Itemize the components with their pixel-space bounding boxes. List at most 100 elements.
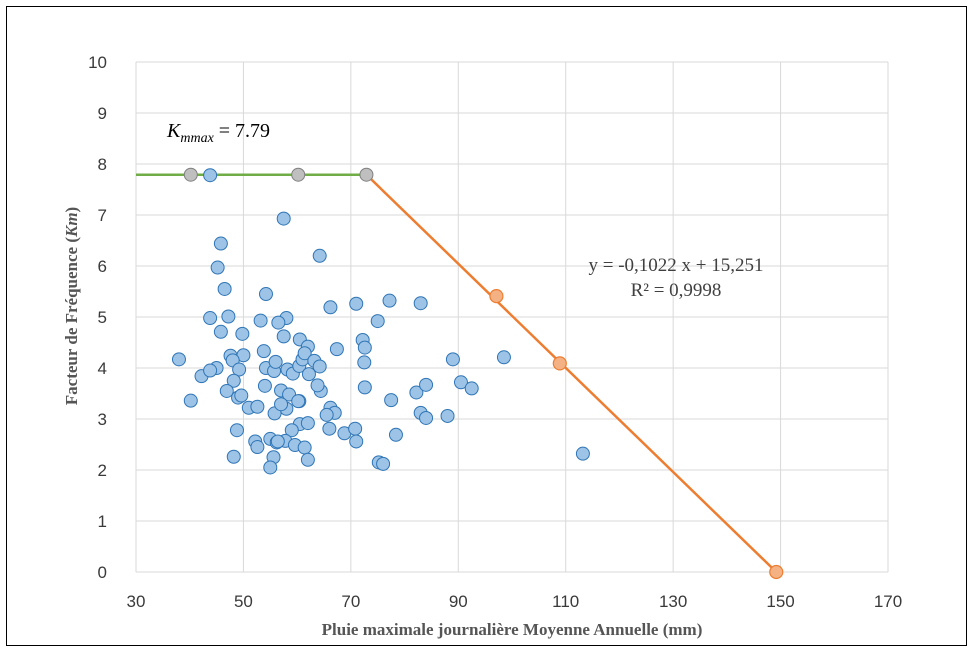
x-tick-label: 90 bbox=[449, 592, 468, 611]
r-squared-label: R² = 0,9998 bbox=[631, 280, 722, 301]
data-point bbox=[276, 211, 291, 226]
y-tick-label: 1 bbox=[98, 512, 107, 531]
data-point bbox=[183, 393, 198, 408]
data-point bbox=[382, 293, 397, 308]
data-point bbox=[419, 377, 434, 392]
data-point bbox=[349, 434, 364, 449]
x-tick-label: 30 bbox=[127, 592, 146, 611]
data-point bbox=[210, 260, 225, 275]
data-point bbox=[297, 440, 312, 455]
y-tick-label: 2 bbox=[98, 461, 107, 480]
data-point bbox=[300, 452, 315, 467]
data-point bbox=[419, 410, 434, 425]
x-tick-label: 150 bbox=[766, 592, 794, 611]
data-point bbox=[219, 383, 234, 398]
y-tick-label: 10 bbox=[88, 53, 107, 72]
data-point bbox=[226, 449, 241, 464]
grid-lines bbox=[135, 61, 889, 573]
data-point bbox=[323, 300, 338, 315]
data-point bbox=[445, 352, 460, 367]
chart-frame: 30 50 70 90 110 130 150 170 0 1 2 3 4 5 6 7 8 9 10 Pluie m… bbox=[6, 6, 967, 646]
y-axis-title-prefix: Facteur de Fréquence ( bbox=[62, 237, 81, 406]
data-point bbox=[235, 326, 250, 341]
data-point bbox=[348, 421, 363, 436]
kmax-point bbox=[183, 167, 198, 182]
data-point bbox=[413, 296, 428, 311]
data-point bbox=[312, 248, 327, 263]
x-axis-title: Pluie maximale journalière Moyenne Annue… bbox=[322, 620, 703, 639]
data-point bbox=[256, 344, 271, 359]
data-point bbox=[203, 168, 218, 183]
data-point bbox=[253, 313, 268, 328]
data-point bbox=[440, 408, 455, 423]
data-point bbox=[270, 434, 285, 449]
y-tick-label: 8 bbox=[98, 155, 107, 174]
y-tick-label: 4 bbox=[98, 359, 107, 378]
scatter-chart: 30 50 70 90 110 130 150 170 0 1 2 3 4 5 6 7 8 9 10 Pluie m… bbox=[62, 53, 902, 639]
y-tick-label: 0 bbox=[98, 563, 107, 582]
x-tick-label: 50 bbox=[234, 592, 253, 611]
x-tick-label: 110 bbox=[552, 592, 579, 611]
data-point bbox=[250, 440, 265, 455]
data-point bbox=[257, 378, 272, 393]
data-point bbox=[349, 296, 364, 311]
data-point bbox=[310, 378, 325, 393]
data-point bbox=[357, 340, 372, 355]
data-point bbox=[409, 385, 424, 400]
y-tick-label: 9 bbox=[98, 104, 107, 123]
data-point bbox=[258, 287, 273, 302]
data-point bbox=[575, 446, 590, 461]
data-point bbox=[329, 342, 344, 357]
data-point bbox=[213, 236, 228, 251]
y-tick-label: 5 bbox=[98, 308, 107, 327]
data-point bbox=[232, 362, 247, 377]
data-point bbox=[300, 416, 315, 431]
regression-line bbox=[365, 173, 778, 573]
kmax-subscript: mmax bbox=[180, 131, 214, 146]
y-axis-title-suffix: ) bbox=[62, 207, 81, 213]
data-point bbox=[226, 373, 241, 388]
data-point bbox=[276, 329, 291, 344]
kmax-point bbox=[291, 167, 306, 182]
data-point bbox=[291, 394, 306, 409]
regression-point bbox=[489, 288, 504, 304]
data-point bbox=[234, 388, 249, 403]
data-point bbox=[297, 346, 312, 361]
regression-point bbox=[552, 356, 567, 371]
data-point bbox=[217, 281, 232, 296]
data-point bbox=[464, 381, 479, 396]
regression-equation: y = -0,1022 x + 15,251 bbox=[588, 255, 763, 276]
y-axis-title-variable: Km bbox=[62, 212, 81, 238]
data-point bbox=[322, 421, 337, 436]
y-tick-label: 7 bbox=[98, 206, 107, 225]
data-point bbox=[453, 375, 468, 390]
data-point bbox=[319, 407, 334, 422]
data-point bbox=[268, 354, 283, 369]
kmax-point bbox=[359, 167, 374, 182]
y-axis-title: Facteur de Fréquence (Km) bbox=[62, 207, 81, 405]
x-tick-label: 170 bbox=[874, 592, 902, 611]
regression-point bbox=[769, 564, 784, 580]
data-point bbox=[271, 315, 286, 330]
kmax-annotation: Kmmax = 7.79 bbox=[166, 120, 270, 146]
y-tick-label: 6 bbox=[98, 257, 107, 276]
tick-labels: 30 50 70 90 110 130 150 170 0 1 2 3 4 5 6 7 8 9 10 bbox=[88, 53, 902, 611]
data-point bbox=[357, 380, 372, 395]
data-point bbox=[384, 393, 399, 408]
data-point bbox=[263, 460, 278, 475]
data-point bbox=[357, 355, 372, 370]
kmax-symbol: K bbox=[166, 120, 182, 142]
data-series bbox=[136, 167, 784, 580]
data-point bbox=[370, 314, 385, 329]
data-point bbox=[221, 309, 236, 324]
kmax-value: = 7.79 bbox=[214, 120, 270, 142]
data-point bbox=[213, 324, 228, 339]
data-point bbox=[203, 363, 218, 378]
data-point bbox=[376, 456, 391, 471]
x-tick-label: 70 bbox=[341, 592, 360, 611]
data-point bbox=[171, 352, 186, 367]
data-point bbox=[312, 359, 327, 374]
y-tick-label: 3 bbox=[98, 410, 107, 429]
x-tick-label: 130 bbox=[659, 592, 687, 611]
data-point bbox=[250, 399, 265, 414]
